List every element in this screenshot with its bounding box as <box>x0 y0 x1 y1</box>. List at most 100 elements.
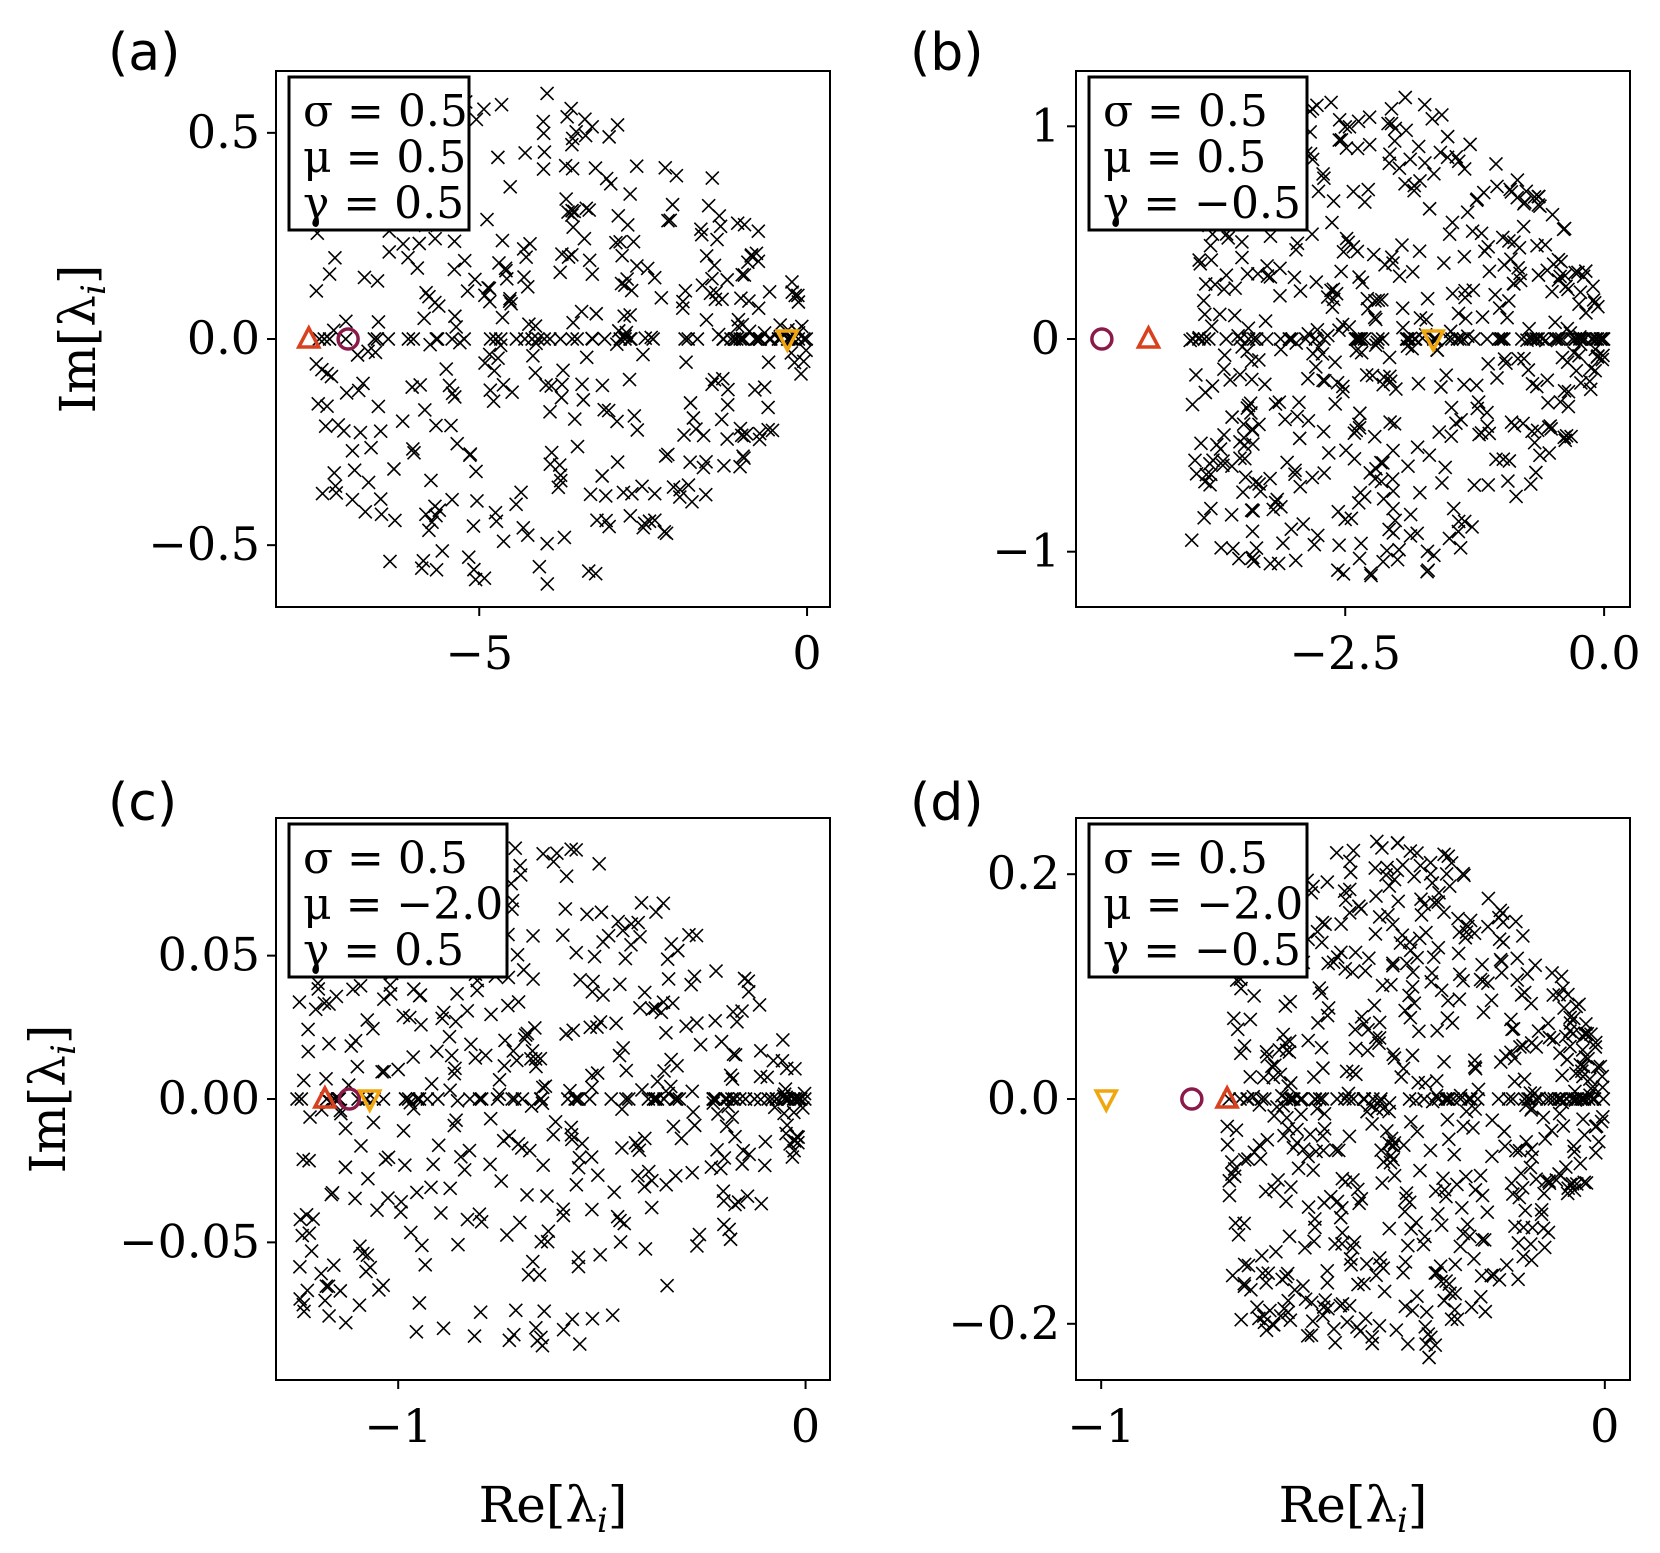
eigenvalue-point <box>532 559 547 574</box>
y-tick-label: −0.2 <box>948 1296 1060 1350</box>
eigenvalue-point <box>1448 1257 1463 1272</box>
eigenvalue-point <box>1538 1131 1553 1146</box>
eigenvalue-point <box>1290 1135 1305 1150</box>
eigenvalue-point <box>1514 987 1529 1002</box>
eigenvalue-point <box>1258 1184 1273 1199</box>
eigenvalue-point <box>1463 1091 1478 1107</box>
eigenvalue-point <box>1296 516 1311 532</box>
eigenvalue-point <box>1320 874 1335 890</box>
eigenvalue-point <box>1315 373 1331 388</box>
eigenvalue-point <box>648 1001 663 1016</box>
eigenvalue-point <box>1240 1091 1255 1107</box>
eigenvalue-point <box>405 380 420 395</box>
eigenvalue-point <box>1578 1027 1593 1042</box>
eigenvalue-point <box>618 951 633 966</box>
eigenvalue-point <box>1571 297 1587 312</box>
eigenvalue-point <box>1452 992 1467 1007</box>
eigenvalue-point <box>1588 1035 1603 1050</box>
eigenvalue-point <box>1492 932 1507 947</box>
eigenvalue-point <box>528 1059 544 1074</box>
eigenvalue-point <box>598 488 613 503</box>
eigenvalue-point <box>502 294 517 309</box>
eigenvalue-point <box>360 1171 375 1186</box>
eigenvalue-point <box>421 289 437 304</box>
eigenvalue-point <box>447 309 462 324</box>
x-tick-label: 0 <box>792 626 821 680</box>
eigenvalue-point <box>1452 331 1468 347</box>
eigenvalue-point <box>1512 1190 1527 1205</box>
eigenvalue-point <box>1350 1182 1365 1197</box>
eigenvalue-point <box>720 397 735 412</box>
eigenvalue-point <box>549 846 564 861</box>
eigenvalue-point <box>1460 205 1475 220</box>
eigenvalue-point <box>1515 928 1530 943</box>
eigenvalue-point <box>1370 331 1385 347</box>
eigenvalue-point <box>689 1238 704 1253</box>
eigenvalue-point <box>1198 276 1213 291</box>
eigenvalue-point <box>1293 479 1308 494</box>
eigenvalue-point <box>1320 1275 1335 1290</box>
eigenvalue-point <box>1422 448 1437 463</box>
eigenvalue-point <box>1452 925 1467 940</box>
eigenvalue-point <box>1441 1091 1456 1107</box>
eigenvalue-point <box>1237 1276 1252 1291</box>
eigenvalue-point <box>1425 875 1440 891</box>
y-tick-label: 0.00 <box>158 1071 260 1125</box>
eigenvalue-point <box>1493 331 1508 347</box>
eigenvalue-point <box>373 491 388 507</box>
eigenvalue-point <box>1577 1175 1592 1190</box>
eigenvalue-point <box>1375 331 1390 347</box>
eigenvalue-point <box>1430 1206 1445 1221</box>
eigenvalue-point <box>565 161 580 176</box>
eigenvalue-point <box>1466 1251 1481 1266</box>
eigenvalue-point <box>1297 1240 1312 1255</box>
eigenvalue-point <box>660 1278 675 1293</box>
eigenvalue-point <box>1334 1200 1349 1215</box>
eigenvalue-point <box>1422 201 1437 216</box>
eigenvalue-point <box>318 1071 334 1086</box>
eigenvalue-points <box>1183 90 1611 583</box>
eigenvalue-point <box>1204 319 1219 334</box>
eigenvalue-point <box>1457 161 1472 177</box>
legend-sigma: σ = 0.5 <box>303 86 468 137</box>
eigenvalue-point <box>685 1165 700 1180</box>
eigenvalue-point <box>535 1096 550 1111</box>
eigenvalue-point <box>630 1138 645 1153</box>
eigenvalue-point <box>779 1061 794 1076</box>
eigenvalue-point <box>1444 1312 1459 1327</box>
eigenvalue-point <box>319 399 335 414</box>
eigenvalue-point <box>1539 1091 1554 1107</box>
eigenvalue-point <box>1473 1168 1488 1183</box>
eigenvalue-point <box>699 248 714 264</box>
legend-box: σ = 0.5 μ = −2.0 γ = −0.5 <box>1087 822 1309 979</box>
eigenvalue-point <box>1447 1147 1462 1162</box>
eigenvalue-point <box>1552 1106 1567 1121</box>
eigenvalue-point <box>1292 431 1307 446</box>
eigenvalue-point <box>1475 1232 1490 1247</box>
eigenvalue-point <box>597 402 612 417</box>
eigenvalue-point <box>1331 323 1347 338</box>
panel-label: (d) <box>910 773 984 833</box>
eigenvalue-point <box>565 203 580 218</box>
eigenvalue-point <box>1220 1137 1235 1152</box>
ticks: −1 0−0.20.00.2 <box>948 846 1619 1453</box>
eigenvalue-point <box>588 566 603 581</box>
eigenvalue-point <box>345 492 360 507</box>
axes-frame <box>275 817 831 1381</box>
eigenvalue-point <box>647 486 662 501</box>
eigenvalue-point <box>376 1278 391 1293</box>
eigenvalue-point <box>481 280 496 295</box>
eigenvalue-point <box>541 1224 556 1239</box>
eigenvalue-point <box>427 499 443 514</box>
eigenvalue-point <box>1459 1104 1474 1119</box>
eigenvalue-point <box>1551 331 1567 347</box>
eigenvalue-point <box>1475 957 1490 972</box>
eigenvalue-point <box>661 1086 676 1101</box>
eigenvalue-point <box>1309 274 1324 290</box>
eigenvalue-point <box>536 1158 551 1173</box>
eigenvalue-point <box>1398 1003 1413 1018</box>
eigenvalue-point <box>1588 1145 1603 1160</box>
eigenvalue-point <box>513 858 528 873</box>
eigenvalue-point <box>790 288 805 303</box>
eigenvalue-point <box>1465 519 1480 535</box>
